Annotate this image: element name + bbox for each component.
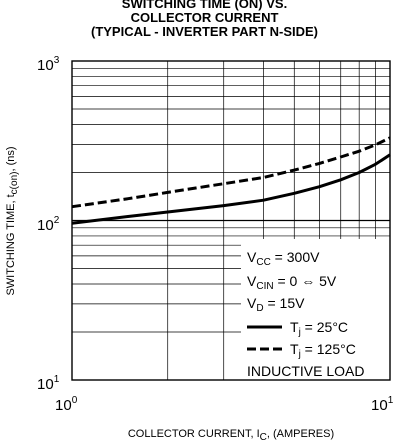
y-axis-label-tail: , (ns) [5,146,17,171]
x-axis-label: COLLECTOR CURRENT, IC, (AMPERES) [128,428,334,443]
x-axis-label-tail: , (AMPERES) [267,428,334,440]
series-layer [71,136,391,225]
legend-125c-tail: = 125°C [301,341,356,357]
chart-title-line-3: (TYPICAL - INVERTER PART N-SIDE) [90,24,319,39]
condition-vd-main: V [247,295,257,311]
y-tick-label-100: 102 [37,215,60,234]
x-tick-1-base: 10 [55,397,72,414]
condition-vcc: VCC = 300V [247,249,320,268]
series-line-125c [71,136,391,209]
chart-title-line-2: COLLECTOR CURRENT [130,10,279,25]
y-tick-1000-exp: 3 [54,55,60,66]
condition-vcin: VCIN = 0 ⇔ 5V [247,273,337,292]
plot-frame [71,60,391,381]
x-axis-label-sub: C [260,432,267,443]
condition-vcc-tail: = 300V [271,249,320,265]
x-tick-label-1: 100 [55,395,78,414]
inductive-load-note: INDUCTIVE LOAD [247,363,364,379]
x-tick-label-10: 101 [371,395,394,414]
legend-25c-tail: = 25°C [301,319,348,335]
x-axis-label-main: COLLECTOR CURRENT, I [128,428,260,440]
y-axis-label-main: SWITCHING TIME, t [5,194,17,295]
legend-box [241,239,390,380]
x-tick-10-base: 10 [371,397,388,414]
y-axis-label: SWITCHING TIME, tc(on), (ns) [5,146,20,295]
condition-vcc-sub: CC [256,257,270,268]
y-tick-1000-base: 10 [37,57,54,74]
y-tick-10-exp: 1 [54,374,60,385]
x-tick-10-exp: 1 [388,395,394,406]
y-tick-label-10: 101 [37,374,60,393]
y-axis-label-sub: c(on) [9,172,20,195]
x-tick-1-exp: 0 [72,395,78,406]
condition-vd-sub: D [256,303,263,314]
y-tick-10-base: 10 [37,376,54,393]
condition-vcin-sub: CIN [256,281,273,292]
legend-label-25c: Tj = 25°C [290,319,348,338]
y-tick-100-base: 10 [37,217,54,234]
legend-25c-sub: j [298,327,301,338]
condition-vcc-main: V [247,249,257,265]
legend-125c-main: T [290,341,299,357]
y-tick-100-exp: 2 [54,215,60,226]
chart-title-line-1: SWITCHING TIME (ON) VS. [121,0,288,11]
series-line-25c [71,153,391,225]
condition-vcin-tail: = 0 ⇔ 5V [274,273,337,289]
legend-25c-main: T [290,319,299,335]
condition-vcin-main: V [247,273,257,289]
condition-vd-tail: = 15V [264,295,306,311]
legend-125c-sub: j [298,349,301,360]
legend-label-125c: Tj = 125°C [290,341,356,360]
y-tick-label-1000: 103 [37,55,60,74]
condition-vd: VD = 15V [247,295,305,314]
